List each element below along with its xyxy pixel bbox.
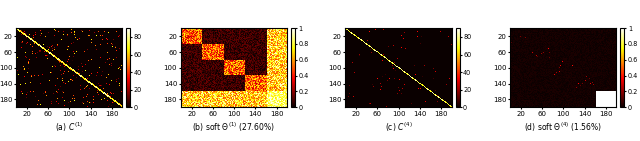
X-axis label: (d) soft $\Theta^{(4)}$ (1.56%): (d) soft $\Theta^{(4)}$ (1.56%)	[524, 121, 602, 134]
X-axis label: (c) $C^{(4)}$: (c) $C^{(4)}$	[385, 121, 412, 134]
X-axis label: (a) $C^{(1)}$: (a) $C^{(1)}$	[55, 121, 83, 134]
X-axis label: (b) soft $\Theta^{(1)}$ (27.60%): (b) soft $\Theta^{(1)}$ (27.60%)	[193, 121, 275, 134]
